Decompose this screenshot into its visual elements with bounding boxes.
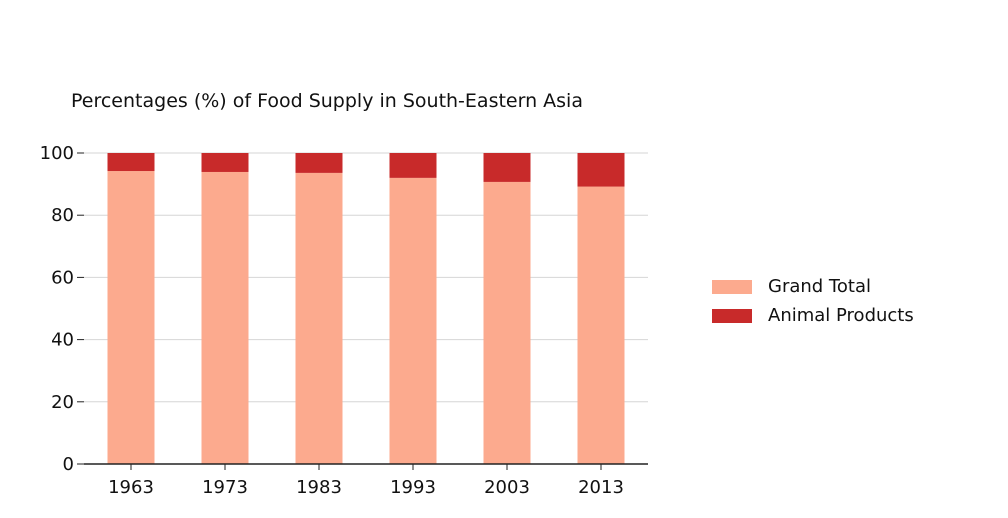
legend-swatch-animal-products — [712, 308, 752, 323]
x-tick-label: 1973 — [202, 477, 248, 498]
y-tick-label: 0 — [63, 454, 74, 475]
legend-item-animal-products: Animal Products — [712, 301, 914, 330]
y-tick-label: 80 — [51, 205, 74, 226]
gridlines — [84, 152, 648, 403]
bar-animal-products — [577, 153, 625, 187]
x-tick-label: 1983 — [296, 477, 342, 498]
legend-label: Animal Products — [768, 305, 914, 326]
bar-animal-products — [107, 153, 155, 172]
legend-label: Grand Total — [768, 276, 871, 297]
legend-swatch-grand-total — [712, 279, 752, 294]
axes: 0 20 40 60 80 100 1963 1973 1983 1993 2003 2013 — [40, 143, 648, 498]
y-tick-label: 60 — [51, 267, 74, 288]
legend-item-grand-total: Grand Total — [712, 272, 914, 301]
bar-grand-total — [107, 171, 155, 464]
bar-animal-products — [483, 153, 531, 182]
bar-grand-total — [483, 181, 531, 464]
y-tick-label: 20 — [51, 392, 74, 413]
x-tick-label: 1993 — [390, 477, 436, 498]
x-tick-label: 2003 — [484, 477, 530, 498]
x-tick-label: 2013 — [578, 477, 624, 498]
y-tick-label: 100 — [40, 143, 74, 164]
bar-animal-products — [389, 153, 437, 178]
bar-grand-total — [389, 177, 437, 464]
bar-animal-products — [201, 153, 249, 172]
bar-animal-products — [295, 153, 343, 173]
chart-title: Percentages (%) of Food Supply in South-… — [71, 90, 583, 112]
legend: Grand Total Animal Products — [712, 272, 914, 330]
bar-grand-total — [295, 172, 343, 465]
bar-grand-total — [201, 171, 249, 464]
x-tick-label: 1963 — [108, 477, 154, 498]
bar-grand-total — [577, 186, 625, 464]
y-tick-label: 40 — [51, 330, 74, 351]
bars — [107, 153, 625, 465]
